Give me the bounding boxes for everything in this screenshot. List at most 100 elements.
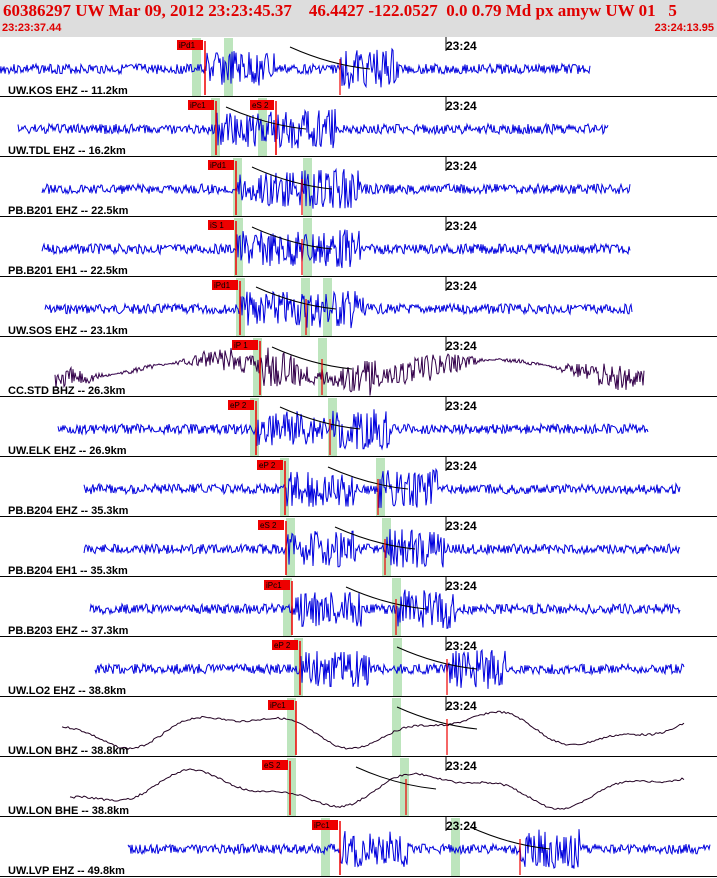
seismogram-plot: 23:24 iPd1 UW.KOS EHZ -- 11.2km 23:24 iPc1 eS… [0, 37, 717, 877]
p-pick-flag [262, 760, 288, 770]
p-pick-flag [208, 220, 234, 230]
p-pick-label: iP 1 [234, 341, 248, 350]
station-label: UW.TDL EHZ -- 16.2km [8, 145, 126, 157]
waveform-trace [17, 108, 609, 149]
minute-mark-label: 23:24 [446, 219, 477, 233]
trace-row: 23:24 eP 2 PB.B204 EHZ -- 35.3km [0, 457, 717, 517]
p-pick-flag [188, 100, 214, 110]
p-pick-label: iPc1 [314, 821, 330, 830]
trace-row: 23:24 iPd1 UW.SOS EHZ -- 23.1km [0, 277, 717, 337]
coda-curve [345, 586, 427, 610]
minute-mark-label: 23:24 [446, 339, 477, 353]
minute-mark-label: 23:24 [446, 639, 477, 653]
p-pick-flag [208, 160, 234, 170]
trace-row: 23:24 eP 2 UW.LO2 EHZ -- 38.8km [0, 637, 717, 697]
station-label: UW.LO2 EHZ -- 38.8km [8, 685, 126, 697]
p-pick-flag [177, 40, 203, 50]
waveform-trace [0, 47, 591, 89]
trace-row: 23:24 iPc1 PB.B203 EHZ -- 37.3km [0, 577, 717, 637]
station-label: PB.B203 EHZ -- 37.3km [8, 625, 129, 637]
trace-row: 23:24 iP 1 CC.STD BHZ -- 26.3km [0, 337, 717, 397]
pick-window [392, 698, 401, 756]
pick-window [451, 818, 460, 876]
trace-row: 23:24 eP 2 UW.ELK EHZ -- 26.9km [0, 397, 717, 457]
waveform-trace [94, 648, 685, 689]
waveform-trace [69, 768, 685, 810]
pick-window [250, 398, 259, 456]
trace-row: 23:24 iPd1 UW.KOS EHZ -- 11.2km [0, 37, 717, 97]
station-label: UW.KOS EHZ -- 11.2km [8, 85, 128, 97]
coda-curve [355, 766, 437, 790]
p-pick-label: iPc1 [190, 101, 206, 110]
waveform-trace [44, 290, 633, 329]
station-label: UW.LON BHE -- 38.8km [8, 805, 129, 817]
trace-row: 23:24 eS 2 UW.LON BHE -- 38.8km [0, 757, 717, 817]
waveform-trace [57, 409, 649, 451]
p-pick-flag [258, 520, 284, 530]
coda-curve [396, 646, 478, 670]
waveform-trace [41, 229, 631, 269]
event-header: 60386297 UW Mar 09, 2012 23:23:45.37 46.… [0, 0, 717, 37]
coda-curve [251, 166, 333, 190]
coda-curve [251, 226, 333, 250]
p-pick-flag [257, 460, 283, 470]
coda-curve [255, 286, 337, 310]
p-pick-label: eP 2 [259, 461, 276, 470]
waveform-trace [127, 829, 711, 869]
p-pick-label: eS 2 [264, 761, 281, 770]
trace-row: 23:24 iPc1 UW.LON BHZ -- 38.8km [0, 697, 717, 757]
trace-row: 23:24 iS 1 PB.B201 EH1 -- 22.5km [0, 217, 717, 277]
minute-mark-label: 23:24 [446, 519, 477, 533]
p-pick-flag [272, 640, 298, 650]
minute-mark-label: 23:24 [446, 279, 477, 293]
trace-row: 23:24 iPc1 eS 2 UW.TDL EHZ -- 16.2km [0, 97, 717, 157]
pick-window [192, 38, 201, 96]
coda-curve [271, 346, 353, 370]
pick-window [321, 818, 330, 876]
coda-curve [396, 706, 478, 730]
pick-window [294, 638, 303, 696]
waveform-trace [41, 167, 631, 209]
coda-curve [289, 46, 371, 70]
minute-mark-label: 23:24 [446, 159, 477, 173]
s-pick-label: eS 2 [252, 101, 269, 110]
trace-row: 23:24 iPd1 PB.B201 EHZ -- 22.5km [0, 157, 717, 217]
pick-window [287, 698, 296, 756]
coda-curve [334, 526, 416, 550]
station-label: CC.STD BHZ -- 26.3km [8, 385, 126, 397]
trace-row: 23:24 eS 2 PB.B204 EH1 -- 35.3km [0, 517, 717, 577]
p-pick-flag [264, 580, 290, 590]
p-pick-flag [212, 280, 238, 290]
waveform-trace [61, 710, 685, 750]
coda-curve [225, 106, 307, 130]
minute-mark-label: 23:24 [446, 819, 477, 833]
pick-window [303, 158, 312, 216]
p-pick-label: iPd1 [214, 281, 231, 290]
pick-window [287, 758, 296, 816]
p-pick-flag [232, 340, 258, 350]
p-pick-flag [312, 820, 338, 830]
waveform-trace [83, 467, 681, 508]
p-pick-label: iPd1 [179, 41, 196, 50]
minute-mark-label: 23:24 [446, 39, 477, 53]
pick-window [286, 518, 295, 576]
station-label: UW.LVP EHZ -- 49.8km [8, 865, 125, 877]
p-pick-flag [228, 400, 254, 410]
minute-mark-label: 23:24 [446, 579, 477, 593]
p-pick-label: eP 2 [230, 401, 247, 410]
p-pick-label: eP 2 [274, 641, 291, 650]
station-label: PB.B201 EHZ -- 22.5km [8, 205, 129, 217]
waveform-trace [89, 589, 681, 629]
event-title: 60386297 UW Mar 09, 2012 23:23:45.37 46.… [3, 1, 677, 20]
p-pick-flag [268, 700, 294, 710]
station-label: UW.ELK EHZ -- 26.9km [8, 445, 127, 457]
minute-mark-label: 23:24 [446, 759, 477, 773]
station-label: PB.B201 EH1 -- 22.5km [8, 265, 128, 277]
p-pick-label: iPd1 [210, 161, 227, 170]
pick-window [400, 758, 409, 816]
minute-mark-label: 23:24 [446, 459, 477, 473]
waveform-trace [54, 347, 645, 396]
s-pick-flag [250, 100, 274, 110]
minute-mark-label: 23:24 [446, 99, 477, 113]
p-pick-label: eS 2 [260, 521, 277, 530]
